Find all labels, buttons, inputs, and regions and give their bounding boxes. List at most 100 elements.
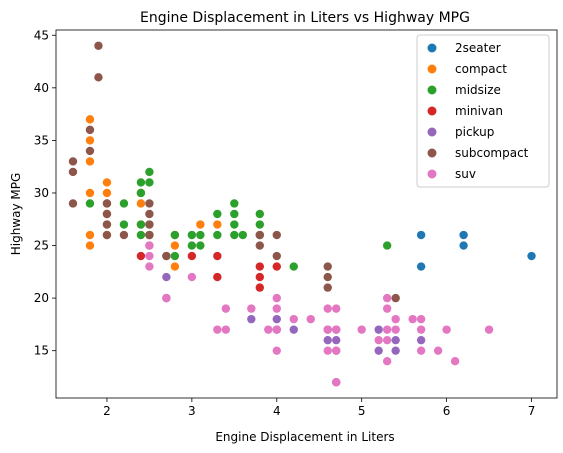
point-subcompact <box>119 230 129 240</box>
point-suv <box>391 325 400 334</box>
point-midsize <box>119 220 129 229</box>
point-minivan <box>136 251 146 261</box>
x-tick-label: 7 <box>528 404 536 418</box>
x-tick-label: 6 <box>443 404 451 418</box>
point-midsize <box>119 199 129 208</box>
point-midsize <box>196 241 205 250</box>
point-suv <box>247 304 256 313</box>
point-midsize <box>213 209 222 219</box>
point-midsize <box>136 230 146 240</box>
x-axis-label: Engine Displacement in Liters <box>215 430 394 444</box>
point-suv <box>264 325 273 334</box>
point-suv <box>450 357 460 366</box>
point-compact <box>85 230 95 240</box>
point-pickup <box>391 346 400 355</box>
legend-label-subcompact: subcompact <box>455 146 529 160</box>
legend-marker-compact <box>427 64 437 74</box>
point-pickup <box>416 335 426 345</box>
y-tick-label: 15 <box>34 344 49 358</box>
point-subcompact <box>323 262 332 271</box>
point-suv <box>433 346 443 355</box>
point-subcompact <box>391 293 400 303</box>
point-compact <box>102 188 112 198</box>
y-tick-label: 30 <box>34 186 49 200</box>
chart-title: Engine Displacement in Liters vs Highway… <box>140 10 470 26</box>
point-suv <box>382 304 392 313</box>
point-compact <box>170 241 180 250</box>
point-suv <box>332 325 341 334</box>
point-midsize <box>238 230 248 240</box>
point-midsize <box>187 241 197 250</box>
point-compact <box>102 178 112 187</box>
legend-label-minivan: minivan <box>455 104 503 118</box>
point-minivan <box>213 251 222 261</box>
legend: 2seater compact midsize minivan pickup subcom… <box>416 34 550 188</box>
point-suv <box>221 325 231 334</box>
point-subcompact <box>102 209 112 219</box>
point-subcompact <box>68 167 78 177</box>
point-pickup <box>162 272 171 282</box>
point-midsize <box>230 220 239 229</box>
point-suv <box>272 325 281 334</box>
point-midsize <box>230 199 239 208</box>
legend-box <box>416 34 550 188</box>
point-suv <box>306 314 315 324</box>
y-axis-label: Highway MPG <box>9 173 23 256</box>
point-compact <box>85 136 95 145</box>
point-compact <box>170 262 180 271</box>
y-tick-label: 35 <box>34 133 49 147</box>
point-2seater <box>416 230 426 240</box>
point-midsize <box>382 241 392 250</box>
legend-marker-subcompact <box>427 148 437 158</box>
point-midsize <box>289 262 298 271</box>
point-suv <box>272 346 281 355</box>
point-midsize <box>170 251 180 261</box>
point-suv <box>332 378 341 387</box>
point-subcompact <box>68 199 78 208</box>
point-suv <box>323 346 332 355</box>
point-pickup <box>374 325 383 334</box>
legend-marker-pickup <box>427 127 437 137</box>
point-suv <box>382 335 392 345</box>
point-midsize <box>187 230 197 240</box>
legend-marker-minivan <box>427 106 437 116</box>
point-suv <box>382 293 392 303</box>
x-tick-label: 5 <box>358 404 366 418</box>
point-compact <box>85 115 95 124</box>
point-subcompact <box>323 272 332 282</box>
point-compact <box>85 157 95 166</box>
point-suv <box>382 325 392 334</box>
point-suv <box>357 325 366 334</box>
point-pickup <box>374 346 383 355</box>
y-axis: 15 20 25 30 35 40 45 <box>34 28 56 358</box>
point-minivan <box>255 283 264 292</box>
point-compact <box>85 188 95 198</box>
point-suv <box>323 304 332 313</box>
point-suv <box>374 335 383 345</box>
point-suv <box>484 325 494 334</box>
point-midsize <box>85 199 95 208</box>
point-suv <box>145 262 154 271</box>
x-tick-label: 4 <box>273 404 281 418</box>
point-suv <box>332 304 341 313</box>
y-tick-label: 40 <box>34 81 49 95</box>
point-subcompact <box>102 230 112 240</box>
point-suv <box>442 325 451 334</box>
point-subcompact <box>255 230 264 240</box>
point-compact <box>136 199 146 208</box>
point-subcompact <box>145 220 154 229</box>
point-subcompact <box>272 230 281 240</box>
point-midsize <box>255 209 264 219</box>
point-suv <box>272 304 281 313</box>
point-subcompact <box>68 157 78 166</box>
point-suv <box>272 293 281 303</box>
legend-label-suv: suv <box>455 167 476 181</box>
y-tick-label: 25 <box>34 239 49 253</box>
point-subcompact <box>94 73 103 82</box>
y-tick-label: 45 <box>34 28 49 42</box>
point-suv <box>382 357 392 366</box>
point-minivan <box>255 262 264 271</box>
point-subcompact <box>102 220 112 229</box>
point-suv <box>221 304 231 313</box>
point-suv <box>408 314 417 324</box>
